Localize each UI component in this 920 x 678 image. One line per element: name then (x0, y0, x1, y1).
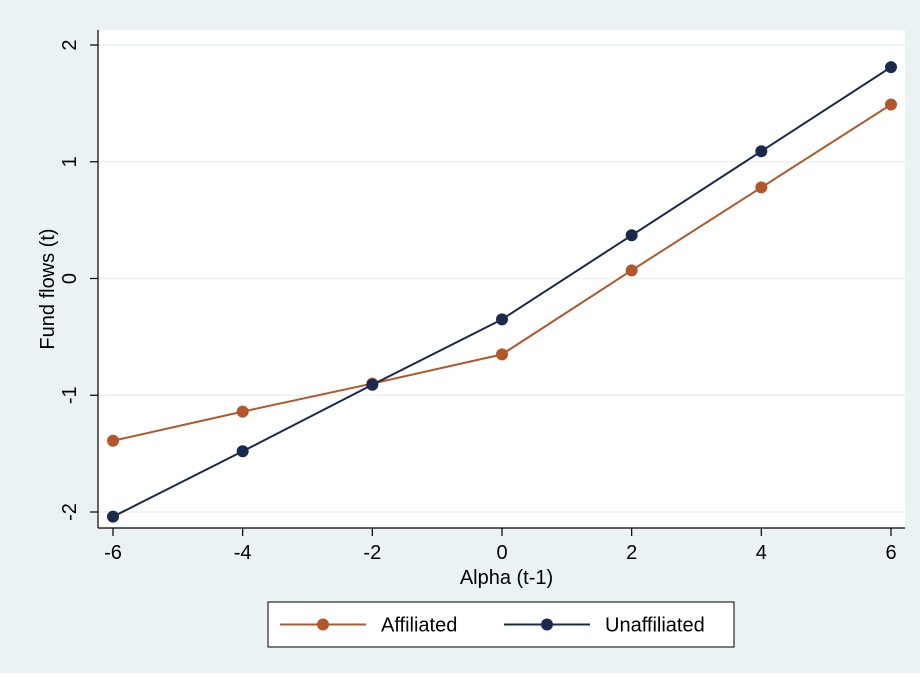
x-ticks: -6 -4 -2 0 2 4 6 (104, 528, 897, 564)
y-tick-label: 2 (59, 39, 81, 50)
data-point (496, 348, 508, 361)
x-tick-label: -4 (234, 542, 252, 564)
x-tick-label: -2 (363, 542, 381, 564)
x-tick-label: 0 (496, 542, 507, 564)
data-point (755, 181, 768, 194)
data-point (366, 378, 379, 391)
legend: Affiliated Unaffiliated (267, 601, 735, 648)
data-point (885, 98, 897, 111)
legend-swatch-marker (541, 618, 553, 631)
gridlines (98, 44, 905, 513)
y-axis-label: Fund flows (t) (37, 228, 59, 349)
y-tick-label: -2 (59, 503, 81, 521)
data-point (107, 510, 119, 523)
data-point (236, 405, 249, 418)
data-point (755, 145, 768, 158)
y-tick-label: 1 (59, 156, 81, 167)
x-tick-label: 2 (626, 542, 637, 564)
series-unaffiliated (107, 61, 897, 523)
legend-label: Unaffiliated (605, 615, 705, 637)
data-point (236, 445, 249, 458)
legend-swatch-marker (317, 618, 329, 631)
y-tick-label: 0 (59, 273, 81, 284)
data-point (107, 434, 119, 447)
data-point (496, 313, 508, 326)
x-tick-label: 4 (756, 542, 767, 564)
legend-items: Affiliated Unaffiliated (280, 615, 705, 637)
data-point (885, 61, 897, 74)
legend-item: Unaffiliated (504, 615, 705, 637)
series (107, 61, 897, 523)
y-tick-label: -1 (59, 386, 81, 404)
x-tick-label: 6 (885, 542, 896, 564)
data-point (625, 264, 638, 277)
y-ticks: -2 -1 0 1 2 (59, 39, 98, 521)
x-tick-label: -6 (104, 542, 122, 564)
legend-label: Affiliated (381, 615, 457, 637)
x-axis-label: Alpha (t-1) (460, 567, 553, 589)
data-point (625, 229, 638, 242)
legend-item: Affiliated (280, 615, 457, 637)
